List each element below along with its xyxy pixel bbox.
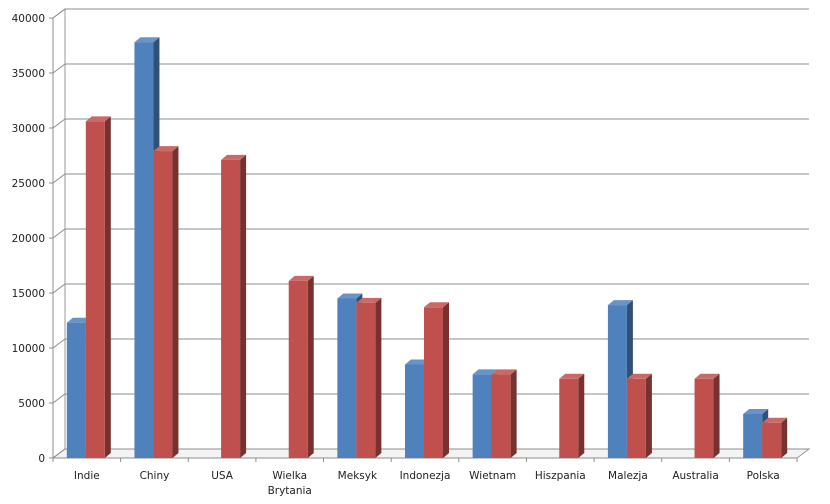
bar-top: [85, 116, 111, 122]
bar-side: [713, 373, 720, 458]
x-tick-label: Indonezja: [400, 470, 451, 482]
bar-top: [356, 297, 382, 303]
bar-top: [743, 409, 769, 414]
x-tick-label: Wielka: [272, 470, 307, 482]
bar: [153, 151, 173, 458]
bar: [472, 374, 492, 458]
bar: [85, 121, 105, 459]
bar: [491, 374, 511, 458]
y-tick-label: 15000: [12, 288, 45, 300]
bar-top: [626, 373, 652, 379]
gridline: [52, 173, 809, 184]
bar-side: [307, 275, 314, 458]
bar: [134, 42, 154, 458]
x-tick-label: Polska: [747, 470, 780, 482]
bar: [66, 322, 86, 458]
y-tick-label: 5000: [18, 398, 45, 410]
x-tick-label: Indie: [74, 470, 100, 482]
y-tick-label: 0: [38, 453, 45, 465]
bar-top: [559, 373, 585, 379]
y-tick-label: 30000: [12, 123, 45, 135]
x-tick-label: Hiszpania: [535, 470, 586, 482]
bar-top: [153, 146, 179, 152]
gridline: [52, 63, 809, 74]
bar: [288, 280, 308, 458]
bar: [743, 414, 763, 458]
x-tick-label: Meksyk: [338, 470, 378, 482]
bar: [626, 378, 646, 458]
bar: [424, 307, 443, 458]
bar-top: [607, 300, 633, 306]
bar-top: [288, 275, 314, 281]
y-tick-label: 40000: [12, 13, 45, 25]
y-tick-label: 25000: [12, 178, 45, 190]
bar-top: [221, 154, 247, 160]
y-tick-label: 20000: [12, 233, 45, 245]
bar: [356, 302, 376, 458]
x-tick-label: Chiny: [140, 470, 170, 482]
bar-side: [172, 146, 179, 458]
bar-side: [578, 373, 585, 458]
x-tick-label: USA: [211, 470, 234, 482]
bar-top: [694, 373, 720, 379]
gridline: [52, 338, 809, 349]
bar-side: [781, 417, 788, 458]
bar-top: [762, 417, 788, 423]
bar-top: [405, 359, 430, 365]
bar: [607, 305, 627, 458]
bar-top: [472, 369, 498, 375]
x-tick-label: Wietnam: [469, 470, 516, 482]
bar-side: [645, 373, 652, 458]
bar-top: [337, 293, 363, 299]
bar: [221, 159, 241, 458]
gridline: [52, 118, 809, 129]
x-tick-label: Brytania: [268, 485, 312, 497]
x-tick-label: Malezja: [608, 470, 648, 482]
bar: [694, 378, 714, 458]
bar-side: [240, 154, 247, 458]
gridline: [52, 228, 809, 239]
bar-top: [424, 302, 449, 308]
bar-top: [66, 317, 92, 323]
gridline: [52, 283, 809, 294]
bar: [405, 364, 424, 458]
y-tick-label: 35000: [12, 68, 45, 80]
bar-top: [134, 37, 160, 43]
bar-top: [491, 369, 517, 375]
bar: [762, 422, 782, 458]
gridline: [52, 8, 809, 19]
bar-side: [375, 297, 382, 458]
bar-side: [510, 369, 517, 458]
bar-side: [443, 302, 449, 458]
x-tick-label: Australia: [672, 470, 718, 482]
bar-side: [104, 116, 111, 459]
bar: [559, 378, 579, 458]
bar: [337, 298, 357, 458]
y-tick-label: 10000: [12, 343, 45, 355]
